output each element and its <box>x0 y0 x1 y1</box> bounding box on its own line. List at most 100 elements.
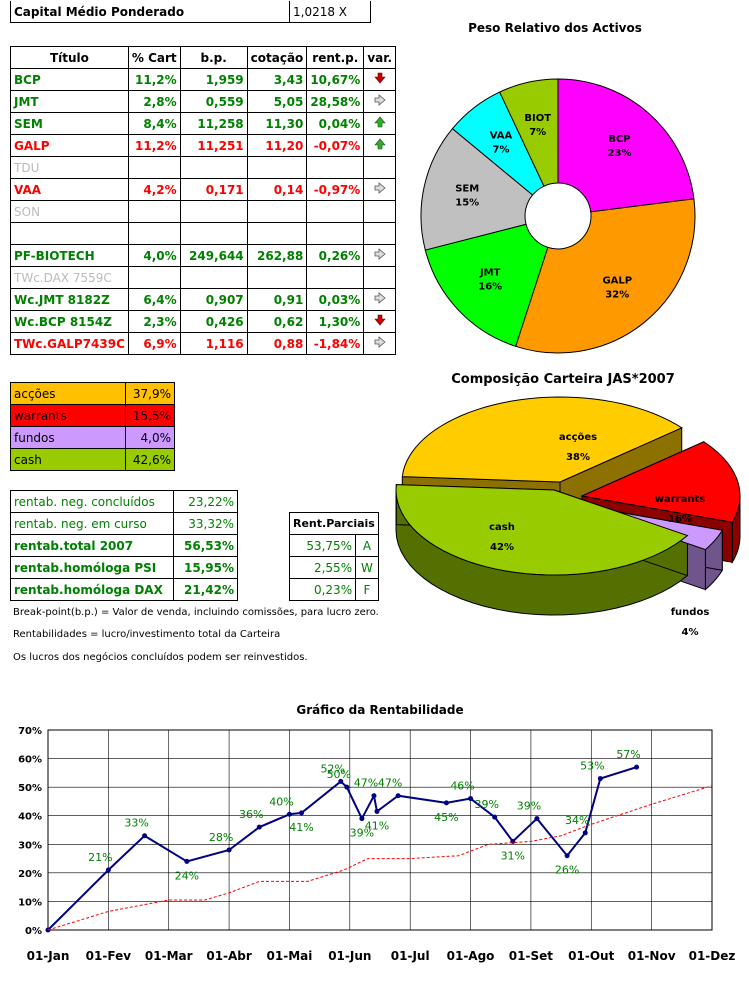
partial-value: 2,55% <box>288 556 357 579</box>
stock-cotacao: 0,14 <box>246 178 308 201</box>
stock-rent <box>306 156 365 179</box>
data-point <box>374 808 380 814</box>
data-label: 31% <box>501 849 525 862</box>
data-label: 53% <box>580 760 604 773</box>
stock-bp: 1,116 <box>179 332 248 355</box>
data-point <box>597 776 603 782</box>
table-row: BCP 11,2% 1,959 3,43 10,67% <box>10 68 396 91</box>
data-label: 41% <box>289 821 313 834</box>
slice-value: 15% <box>455 198 479 209</box>
table-row: 0,23% F <box>288 578 379 601</box>
capital-label: Capital Médio Ponderado <box>10 1 290 23</box>
table-row: GALP 11,2% 11,251 11,20 -0,07% <box>10 134 396 157</box>
stock-cotacao <box>246 266 308 289</box>
data-label: 46% <box>450 780 474 793</box>
composition-value: 15,5% <box>125 404 175 427</box>
stock-name: JMT <box>10 90 129 113</box>
stock-var <box>363 68 396 91</box>
slice-value: 4% <box>682 627 699 638</box>
slice-label: warrants <box>655 494 705 505</box>
stock-pct: 6,9% <box>127 332 181 355</box>
composition-label: fundos <box>10 426 126 449</box>
data-point <box>468 796 474 802</box>
x-tick-label: 01-Mai <box>267 949 313 963</box>
stock-pct: 2,3% <box>127 310 181 333</box>
composition-label: cash <box>10 448 126 471</box>
stock-bp <box>179 222 248 245</box>
composition-value: 42,6% <box>125 448 175 471</box>
data-point <box>299 810 305 816</box>
chart-title: Peso Relativo dos Activos <box>468 21 642 35</box>
slice-value: 42% <box>490 542 514 553</box>
data-label: 36% <box>239 808 263 821</box>
composition-table: acções 37,9% warrants 15,5% fundos 4,0% cash 42… <box>10 382 175 471</box>
stock-pct: 8,4% <box>127 112 181 135</box>
stock-var <box>363 90 396 113</box>
stock-cotacao: 11,30 <box>246 112 308 135</box>
stock-rent: 0,26% <box>306 244 365 267</box>
data-point <box>395 793 401 799</box>
data-label: 39% <box>474 798 498 811</box>
rent-label: rentab. neg. em curso <box>10 512 174 535</box>
y-tick-label: 0% <box>25 926 42 937</box>
rentability-table: rentab. neg. concluídos 23,22% rentab. neg… <box>10 490 238 601</box>
stock-var <box>363 134 396 157</box>
rent-label: rentab.homóloga PSI <box>10 556 174 579</box>
x-tick-label: 01-Set <box>509 949 553 963</box>
stock-cotacao <box>246 200 308 223</box>
stock-bp: 11,258 <box>179 112 248 135</box>
stock-bp <box>179 266 248 289</box>
stock-name <box>10 222 129 245</box>
table-row: rentab.homóloga DAX 21,42% <box>10 578 238 601</box>
data-label: 45% <box>434 811 458 824</box>
stock-name: Wc.JMT 8182Z <box>10 288 129 311</box>
data-point <box>443 800 449 806</box>
stock-bp: 11,251 <box>179 134 248 157</box>
rent-value: 56,53% <box>173 534 238 557</box>
stock-rent: 28,58% <box>306 90 365 113</box>
rent-label: rentab.total 2007 <box>10 534 174 557</box>
stock-pct <box>127 200 181 223</box>
y-tick-label: 50% <box>18 783 42 794</box>
data-label: 28% <box>209 831 233 844</box>
stock-name: TDU <box>10 156 129 179</box>
slice-value: 16% <box>668 514 692 525</box>
stock-var <box>363 310 396 333</box>
partial-value: 53,75% <box>288 534 357 557</box>
y-tick-label: 40% <box>18 812 42 823</box>
capital-header: Capital Médio Ponderado 1,0218 X <box>10 1 371 23</box>
stock-rent: 0,04% <box>306 112 365 135</box>
stock-rent: 0,03% <box>306 288 365 311</box>
arrow-up-icon <box>374 138 386 153</box>
stock-rent: 10,67% <box>306 68 365 91</box>
x-tick-label: 01-Jun <box>328 949 371 963</box>
stock-var <box>363 244 396 267</box>
stock-var <box>363 178 396 201</box>
data-point <box>256 824 262 830</box>
stock-pct: 6,4% <box>127 288 181 311</box>
stock-name: VAA <box>10 178 129 201</box>
data-label: 21% <box>88 851 112 864</box>
stock-bp: 0,907 <box>179 288 248 311</box>
stock-cotacao: 0,62 <box>246 310 308 333</box>
x-tick-label: 01-Jan <box>27 949 70 963</box>
stock-bp: 0,559 <box>179 90 248 113</box>
data-label: 39% <box>350 827 374 840</box>
note-lucros: Os lucros dos negócios concluídos podem … <box>13 652 308 663</box>
column-header: % Cart <box>127 46 181 69</box>
pie-slice <box>424 223 549 347</box>
donut-chart: Peso Relativo dos Activos BCP 23% GALP 32% JM… <box>420 21 696 354</box>
arrow-up-icon <box>374 116 386 131</box>
data-point <box>344 784 350 790</box>
rent-value: 15,95% <box>173 556 238 579</box>
slice-label: GALP <box>602 276 632 287</box>
stock-var <box>363 332 396 355</box>
arrow-flat-icon <box>374 182 386 197</box>
slice-label: cash <box>489 522 515 533</box>
arrow-down-icon <box>374 314 386 329</box>
stock-pct <box>127 222 181 245</box>
table-row: VAA 4,2% 0,171 0,14 -0,97% <box>10 178 396 201</box>
pie-slice <box>557 78 695 213</box>
stock-cotacao: 3,43 <box>246 68 308 91</box>
data-point <box>564 853 570 859</box>
